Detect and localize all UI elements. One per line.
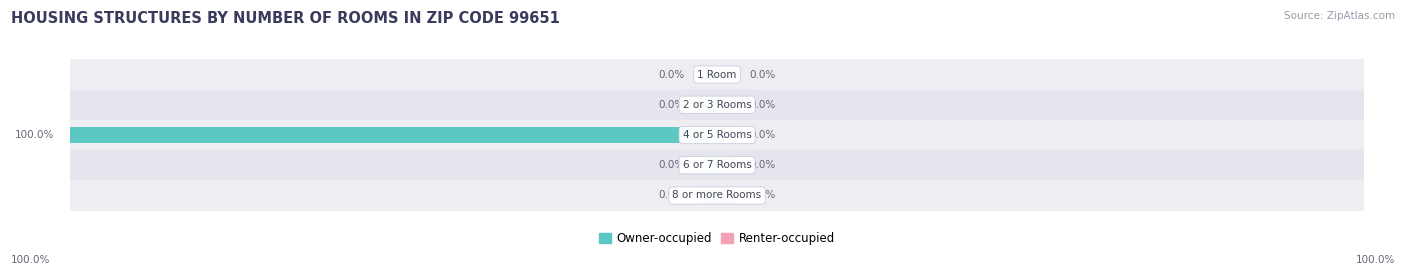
Text: 0.0%: 0.0% xyxy=(749,69,776,80)
Text: 6 or 7 Rooms: 6 or 7 Rooms xyxy=(683,160,751,170)
Bar xyxy=(717,127,734,143)
Bar xyxy=(717,157,734,173)
Text: 100.0%: 100.0% xyxy=(14,130,53,140)
Text: 0.0%: 0.0% xyxy=(658,160,685,170)
Text: 100.0%: 100.0% xyxy=(1355,255,1395,265)
Bar xyxy=(70,180,1364,211)
Bar xyxy=(700,97,717,113)
Bar xyxy=(700,157,717,173)
Bar xyxy=(700,188,717,203)
Text: 0.0%: 0.0% xyxy=(749,130,776,140)
Text: 2 or 3 Rooms: 2 or 3 Rooms xyxy=(683,100,751,110)
Bar xyxy=(70,90,1364,120)
Bar xyxy=(700,67,717,82)
Bar xyxy=(70,150,1364,180)
Text: 0.0%: 0.0% xyxy=(658,100,685,110)
Text: 8 or more Rooms: 8 or more Rooms xyxy=(672,190,762,201)
Legend: Owner-occupied, Renter-occupied: Owner-occupied, Renter-occupied xyxy=(593,228,841,250)
Bar xyxy=(717,97,734,113)
Bar xyxy=(717,67,734,82)
Text: 0.0%: 0.0% xyxy=(749,100,776,110)
Bar xyxy=(70,59,1364,90)
Text: 100.0%: 100.0% xyxy=(11,255,51,265)
Text: 1 Room: 1 Room xyxy=(697,69,737,80)
Bar xyxy=(717,188,734,203)
Text: HOUSING STRUCTURES BY NUMBER OF ROOMS IN ZIP CODE 99651: HOUSING STRUCTURES BY NUMBER OF ROOMS IN… xyxy=(11,11,560,26)
Text: 0.0%: 0.0% xyxy=(749,160,776,170)
Bar xyxy=(70,120,1364,150)
Text: 4 or 5 Rooms: 4 or 5 Rooms xyxy=(683,130,751,140)
Text: 0.0%: 0.0% xyxy=(658,69,685,80)
Bar xyxy=(70,127,717,143)
Text: 0.0%: 0.0% xyxy=(749,190,776,201)
Text: Source: ZipAtlas.com: Source: ZipAtlas.com xyxy=(1284,11,1395,21)
Text: 0.0%: 0.0% xyxy=(658,190,685,201)
